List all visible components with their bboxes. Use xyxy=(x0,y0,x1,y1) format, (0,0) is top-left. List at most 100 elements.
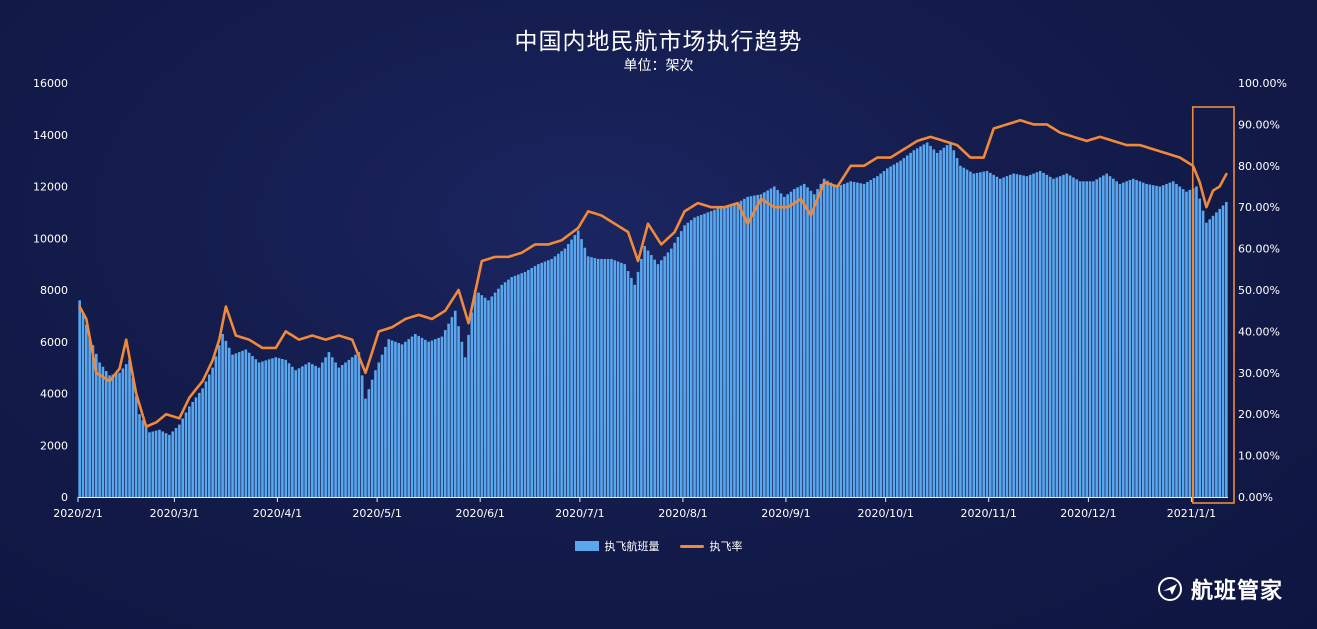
bar xyxy=(749,196,753,497)
bar xyxy=(1161,185,1165,498)
legend-item-bars[interactable]: 执飞航班量 xyxy=(574,538,660,554)
bar xyxy=(367,389,371,497)
bar xyxy=(1178,186,1182,497)
bar xyxy=(234,353,238,497)
bar xyxy=(317,367,321,497)
bar xyxy=(81,312,85,497)
bar xyxy=(1085,181,1089,497)
bar xyxy=(277,358,281,497)
bar xyxy=(1078,181,1082,497)
bar xyxy=(859,183,863,497)
bar xyxy=(1211,215,1215,497)
bar xyxy=(773,186,776,497)
x-tick-label: 2020/10/1 xyxy=(857,507,913,520)
bar xyxy=(201,388,204,497)
bar xyxy=(437,337,440,497)
bar xyxy=(1128,180,1132,497)
bar xyxy=(161,431,165,497)
bar xyxy=(417,335,420,497)
bar xyxy=(806,187,809,498)
bar xyxy=(111,374,115,497)
bar xyxy=(530,268,533,497)
bar xyxy=(340,365,344,497)
bar xyxy=(779,193,783,497)
bar xyxy=(1148,184,1152,497)
bar xyxy=(244,349,248,497)
bar xyxy=(889,166,892,497)
bar xyxy=(626,271,630,497)
bar xyxy=(962,167,966,497)
bar xyxy=(450,317,454,497)
bar xyxy=(583,247,587,497)
bar xyxy=(689,220,693,497)
bar xyxy=(134,396,138,497)
bar xyxy=(573,235,577,497)
bar xyxy=(1208,219,1212,497)
bar xyxy=(440,336,444,497)
bar xyxy=(510,277,514,497)
bar xyxy=(1092,181,1095,497)
y-left-tick-label: 16000 xyxy=(33,77,68,90)
bar xyxy=(949,142,952,497)
bar xyxy=(1102,175,1105,498)
bar xyxy=(786,194,789,497)
bar xyxy=(816,189,819,497)
bar xyxy=(869,180,873,497)
bar xyxy=(487,300,490,497)
bar xyxy=(643,246,647,497)
bar xyxy=(563,248,567,497)
bar xyxy=(374,370,377,497)
bar xyxy=(1105,173,1108,497)
y-left-tick-label: 4000 xyxy=(40,388,68,401)
bar xyxy=(975,172,979,497)
bar xyxy=(414,333,417,497)
bar xyxy=(1185,191,1188,498)
bar xyxy=(1135,180,1138,497)
bar xyxy=(304,364,307,497)
bar xyxy=(882,170,886,497)
bar xyxy=(231,354,234,497)
bar xyxy=(819,183,823,497)
bar xyxy=(899,160,902,497)
bar xyxy=(1018,174,1022,497)
bar xyxy=(370,379,374,497)
bar xyxy=(217,345,221,497)
bar xyxy=(683,225,686,497)
bar xyxy=(194,397,198,497)
legend-item-line[interactable]: 执飞率 xyxy=(679,538,743,554)
bar xyxy=(327,352,331,497)
bar xyxy=(517,274,520,497)
bar xyxy=(679,231,683,497)
bar xyxy=(603,258,607,497)
bar xyxy=(477,292,480,497)
bar xyxy=(1042,172,1045,497)
bar xyxy=(1028,174,1032,497)
bar xyxy=(849,181,853,497)
bar xyxy=(829,182,833,497)
bar xyxy=(935,152,939,498)
bar xyxy=(1198,198,1202,497)
line-series xyxy=(78,118,1228,428)
x-tick-label: 2020/9/1 xyxy=(761,507,810,520)
chart-axes: 0 2000 4000 6000 8000 10000 12000 14000 16000 0.0… xyxy=(33,77,1287,520)
bar xyxy=(311,364,314,497)
y-left-tick-label: 2000 xyxy=(40,439,68,452)
bar xyxy=(463,357,467,497)
x-tick-label: 2020/6/1 xyxy=(455,507,504,520)
bar xyxy=(483,297,487,497)
bar xyxy=(636,271,640,497)
bar xyxy=(453,310,457,497)
bar xyxy=(550,258,553,497)
bar xyxy=(905,155,909,497)
bar xyxy=(204,381,208,497)
bar xyxy=(1168,182,1172,497)
bar xyxy=(1151,185,1155,498)
bar xyxy=(842,183,846,497)
y-right-tick-label: 80.00% xyxy=(1238,160,1280,173)
bar xyxy=(88,336,91,497)
bar xyxy=(915,148,919,497)
bar xyxy=(507,279,510,497)
bar xyxy=(118,372,121,497)
bar xyxy=(237,352,241,497)
y-right-tick-label: 20.00% xyxy=(1238,408,1280,421)
